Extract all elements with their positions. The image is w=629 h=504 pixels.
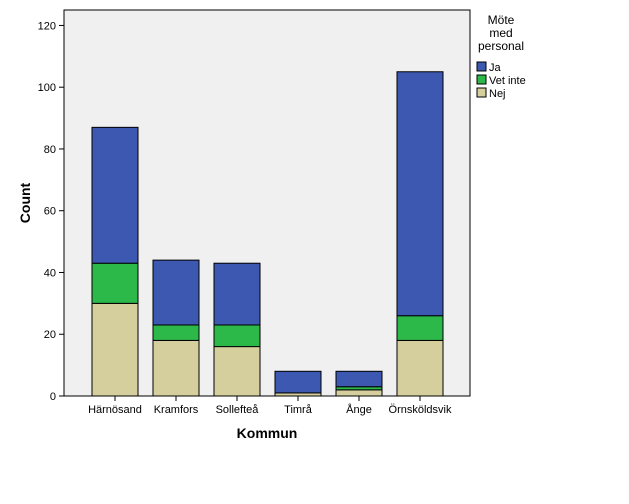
legend-title-line: personal — [478, 39, 524, 53]
bar-segment-nej — [396, 339, 444, 397]
y-axis: 0 20 40 60 80 100 120 — [38, 20, 64, 403]
x-axis-title: Kommun — [237, 425, 298, 441]
x-tick-label: Sollefteå — [216, 404, 260, 416]
legend-label: Vet inte — [489, 75, 526, 87]
legend-label: Nej — [489, 88, 506, 100]
legend-swatch-ja — [476, 61, 487, 72]
legend-title-line: Möte — [488, 13, 515, 27]
y-tick-label: 60 — [44, 206, 56, 218]
bars-layer — [91, 71, 444, 397]
y-tick-label: 120 — [38, 20, 56, 32]
bar-segment-ja — [213, 262, 261, 326]
y-tick-label: 20 — [44, 329, 56, 341]
bar-segment-ja — [91, 126, 139, 264]
y-tick-label: 40 — [44, 267, 56, 279]
bar-segment-ja — [274, 370, 322, 394]
legend-swatch-vet-inte — [476, 74, 487, 85]
x-axis: Härnösand Kramfors Sollefteå Timrå Ånge Örnsk… — [88, 396, 452, 416]
bar-segment-vet-inte — [91, 262, 139, 304]
bar-segment-ja — [396, 71, 444, 317]
bar-segment-nej — [213, 346, 261, 397]
bar-segment-nej — [152, 339, 200, 397]
y-tick-label: 0 — [50, 391, 56, 403]
x-tick-label: Härnösand — [88, 404, 142, 416]
x-tick-label: Ånge — [346, 403, 372, 416]
bar-segment-nej — [91, 302, 139, 397]
x-tick-label: Timrå — [284, 404, 313, 416]
x-tick-label: Kramfors — [154, 404, 199, 416]
bar-segment-ja — [152, 259, 200, 326]
bar-segment-nej — [335, 389, 383, 397]
bar-segment-vet-inte — [213, 324, 261, 348]
y-tick-label: 80 — [44, 144, 56, 156]
x-tick-label: Örnsköldsvik — [389, 404, 452, 416]
y-axis-title: Count — [17, 182, 33, 223]
bar-segment-vet-inte — [396, 315, 444, 341]
y-tick-label: 100 — [38, 82, 56, 94]
legend-swatch-nej — [476, 87, 487, 98]
bar-segment-ja — [335, 370, 383, 388]
legend-label: Ja — [489, 62, 502, 74]
bar-segment-vet-inte — [152, 324, 200, 341]
legend-title-line: med — [489, 26, 512, 40]
